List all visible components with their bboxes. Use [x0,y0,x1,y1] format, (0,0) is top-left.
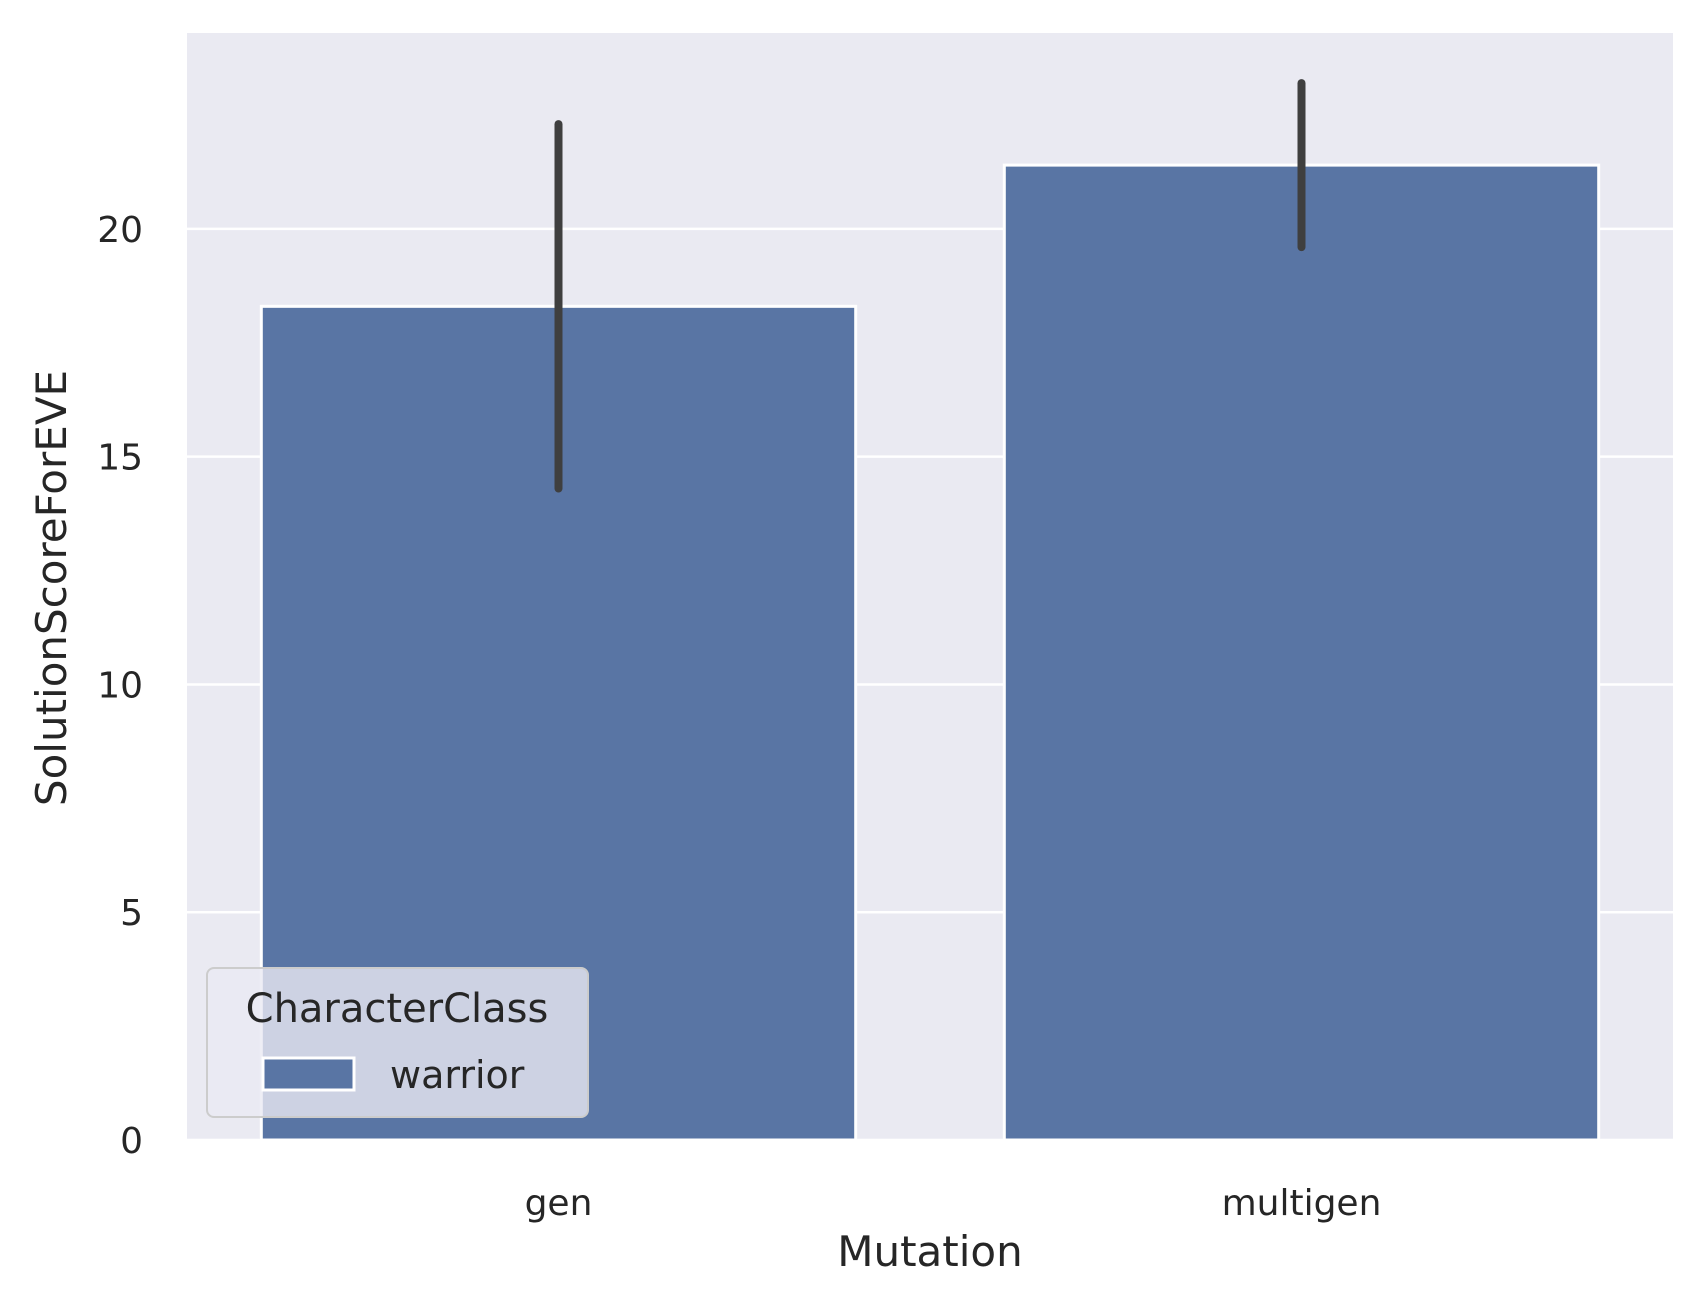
legend: CharacterClass warrior [207,968,588,1117]
y-tick-label: 15 [97,438,143,479]
legend-title: CharacterClass [246,986,549,1032]
legend-swatch-warrior [263,1058,354,1090]
y-axis-label: SolutionScoreForEVE [27,370,76,806]
legend-entry-warrior: warrior [390,1053,525,1097]
x-tick-label-multigen: multigen [1222,1183,1382,1224]
y-tick-label: 5 [120,893,143,934]
x-tick-labels: gen multigen [525,1183,1382,1224]
bar-multigen-warrior [1004,165,1598,1140]
x-axis-label: Mutation [837,1227,1023,1276]
y-tick-label: 0 [120,1121,143,1162]
y-tick-labels: 0 5 10 15 20 [97,210,143,1162]
x-tick-label-gen: gen [525,1183,593,1224]
y-tick-label: 20 [97,210,143,251]
y-tick-label: 10 [97,665,143,706]
